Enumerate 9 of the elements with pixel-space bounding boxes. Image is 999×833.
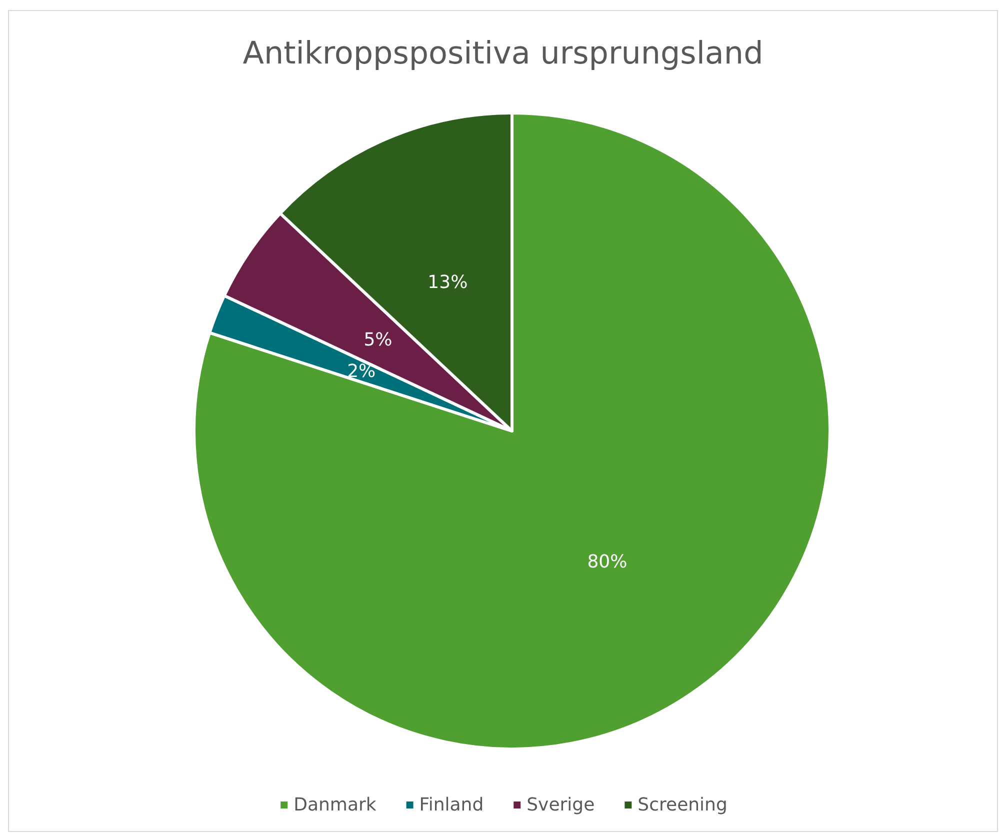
data-label: 13%: [428, 272, 468, 293]
data-label: 5%: [364, 329, 392, 350]
legend-label: Danmark: [294, 794, 377, 816]
legend-label: Screening: [638, 794, 728, 816]
legend-label: Finland: [419, 794, 484, 816]
legend-label: Sverige: [526, 794, 595, 816]
data-label: 80%: [587, 552, 628, 573]
chart-title: Antikroppspositiva ursprungsland: [242, 36, 764, 72]
data-label: 2%: [347, 360, 376, 382]
